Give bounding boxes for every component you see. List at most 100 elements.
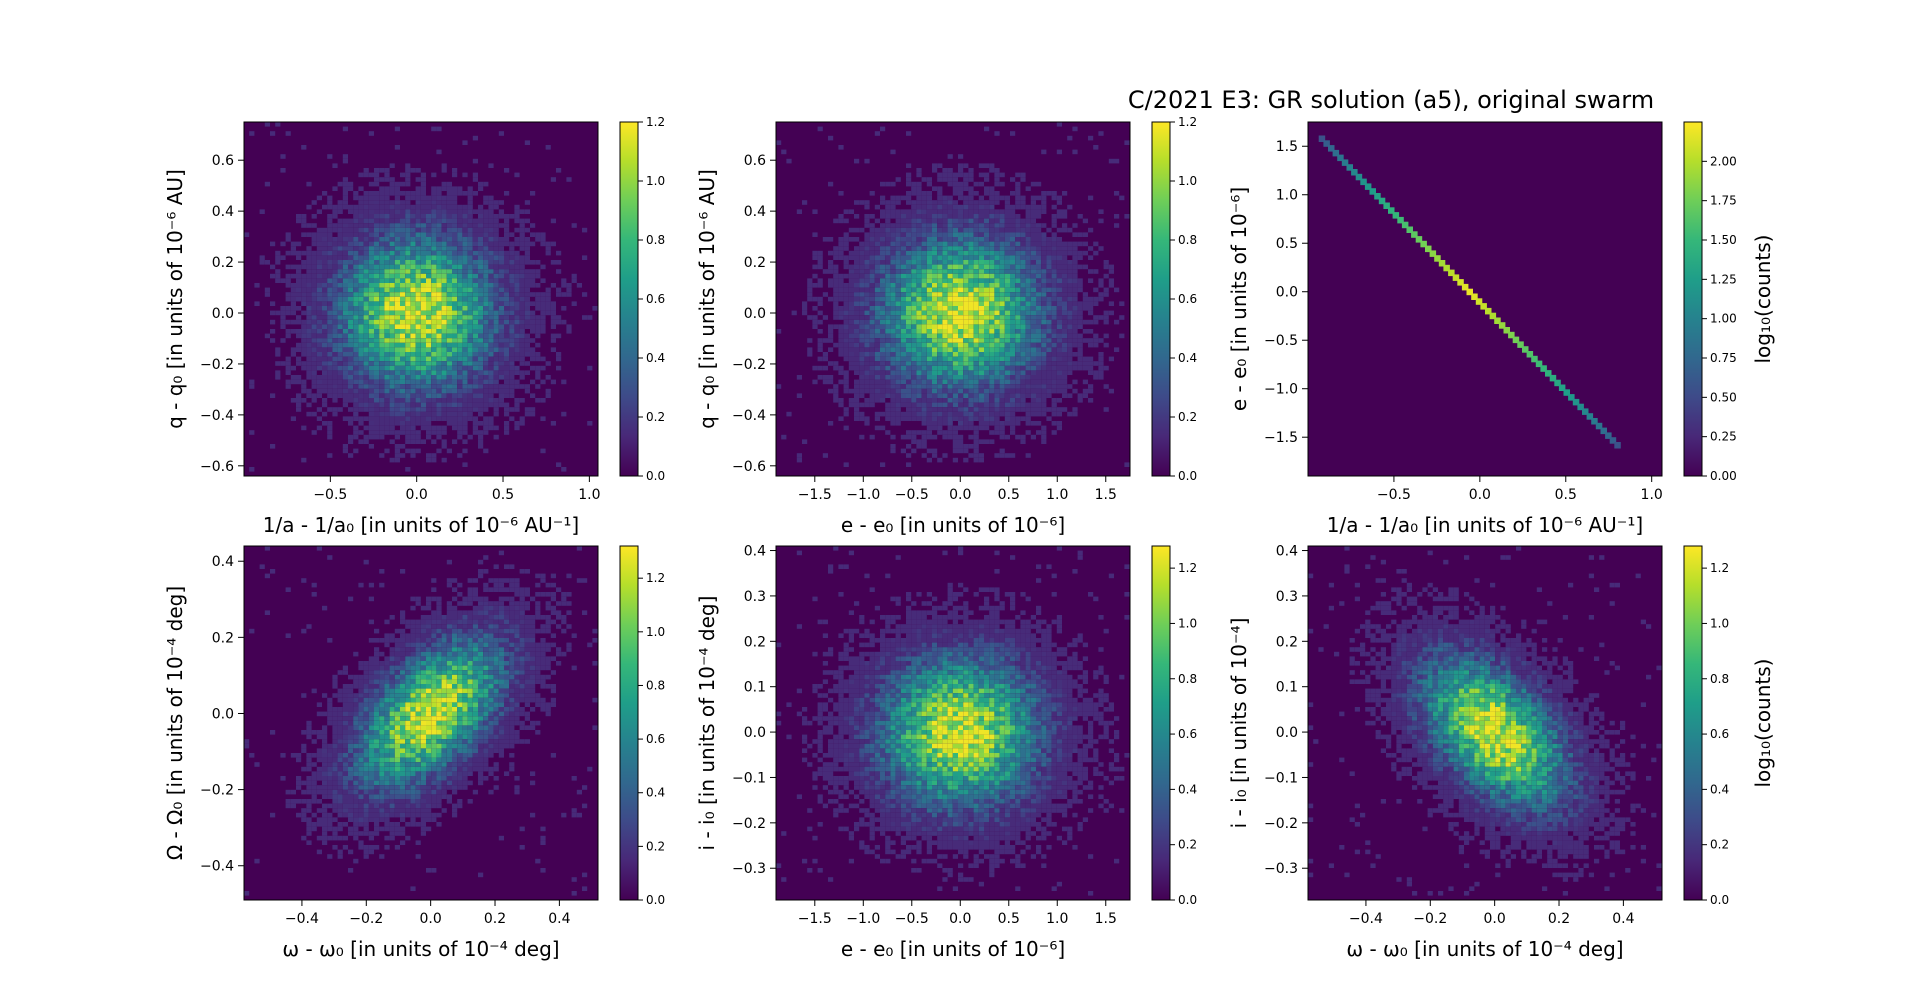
density-cell <box>514 365 520 371</box>
density-cell <box>540 296 546 302</box>
density-cell <box>342 246 348 251</box>
density-cell <box>478 306 484 311</box>
density-cell <box>478 232 484 237</box>
density-cell <box>337 246 343 251</box>
density-cell <box>864 361 870 366</box>
density-cell <box>446 356 452 362</box>
density-cell <box>911 200 917 205</box>
density-cell <box>332 237 338 242</box>
density-cell <box>587 421 593 426</box>
density-cell <box>1041 237 1047 242</box>
density-cell <box>937 407 943 412</box>
density-cell <box>493 218 499 224</box>
density-cell <box>467 352 473 357</box>
density-cell <box>1025 232 1031 237</box>
density-cell <box>514 324 520 329</box>
density-cell <box>498 365 504 371</box>
density-cell <box>843 237 849 242</box>
density-cell <box>374 365 380 371</box>
density-cell <box>488 388 494 394</box>
density-cell <box>911 416 917 421</box>
density-cell <box>859 342 865 348</box>
density-cell <box>290 379 296 385</box>
density-cell <box>854 255 860 260</box>
density-cell <box>311 232 317 237</box>
density-cell <box>952 333 958 339</box>
density-cell <box>488 329 494 334</box>
density-cell <box>384 388 390 394</box>
density-cell <box>848 319 854 325</box>
density-cell <box>420 379 426 385</box>
density-cell <box>1056 421 1062 426</box>
density-cell <box>452 172 458 178</box>
density-cell <box>514 269 520 274</box>
density-cell <box>493 232 499 237</box>
density-cell <box>1010 347 1016 352</box>
density-cell <box>994 260 1000 265</box>
density-cell <box>984 126 990 132</box>
density-cell <box>859 315 865 320</box>
density-cell <box>337 342 343 348</box>
density-cell <box>958 269 964 274</box>
density-cell <box>389 250 395 256</box>
density-cell <box>854 264 860 270</box>
density-cell <box>1010 260 1016 265</box>
density-cell <box>885 283 891 288</box>
density-cell <box>880 306 886 311</box>
density-cell <box>446 310 452 316</box>
density-cell <box>942 393 948 398</box>
density-cell <box>311 333 317 339</box>
density-cell <box>958 448 964 454</box>
density-cell <box>405 333 411 339</box>
density-cell <box>374 255 380 260</box>
density-cell <box>968 223 974 228</box>
density-cell <box>926 232 932 237</box>
density-cell <box>926 241 932 247</box>
density-cell <box>400 365 406 371</box>
density-cell <box>389 347 395 352</box>
density-cell <box>545 296 551 302</box>
density-cell <box>900 218 906 224</box>
density-cell <box>514 398 520 403</box>
density-cell <box>864 379 870 385</box>
density-cell <box>833 306 839 311</box>
density-cell <box>874 379 880 385</box>
density-cell <box>1010 338 1016 343</box>
density-cell <box>415 421 421 426</box>
density-cell <box>285 283 291 288</box>
density-cell <box>921 255 927 260</box>
density-cell <box>973 278 979 283</box>
density-cell <box>906 250 912 256</box>
density-cell <box>431 425 437 431</box>
density-cell <box>916 393 922 398</box>
density-cell <box>963 250 969 256</box>
density-cell <box>431 315 437 320</box>
density-cell <box>916 301 922 306</box>
density-cell <box>1030 255 1036 260</box>
density-cell <box>989 191 995 196</box>
density-cell <box>911 365 917 371</box>
density-cell <box>483 283 489 288</box>
density-cell <box>1046 296 1052 302</box>
density-cell <box>1004 241 1010 247</box>
density-cell <box>368 306 374 311</box>
density-cell <box>1056 278 1062 283</box>
density-cell <box>301 250 307 256</box>
density-cell <box>1072 278 1078 283</box>
density-cell <box>942 379 948 385</box>
density-cell <box>467 306 473 311</box>
density-cell <box>952 319 958 325</box>
density-cell <box>869 342 875 348</box>
density-cell <box>431 126 437 132</box>
density-cell <box>885 407 891 412</box>
density-cell <box>1041 292 1047 297</box>
density-cell <box>926 264 932 270</box>
density-cell <box>978 319 984 325</box>
density-cell <box>906 411 912 417</box>
density-cell <box>405 172 411 178</box>
density-cell <box>353 269 359 274</box>
density-cell <box>509 384 515 389</box>
density-cell <box>932 310 938 316</box>
density-cell <box>311 223 317 228</box>
density-cell <box>854 407 860 412</box>
